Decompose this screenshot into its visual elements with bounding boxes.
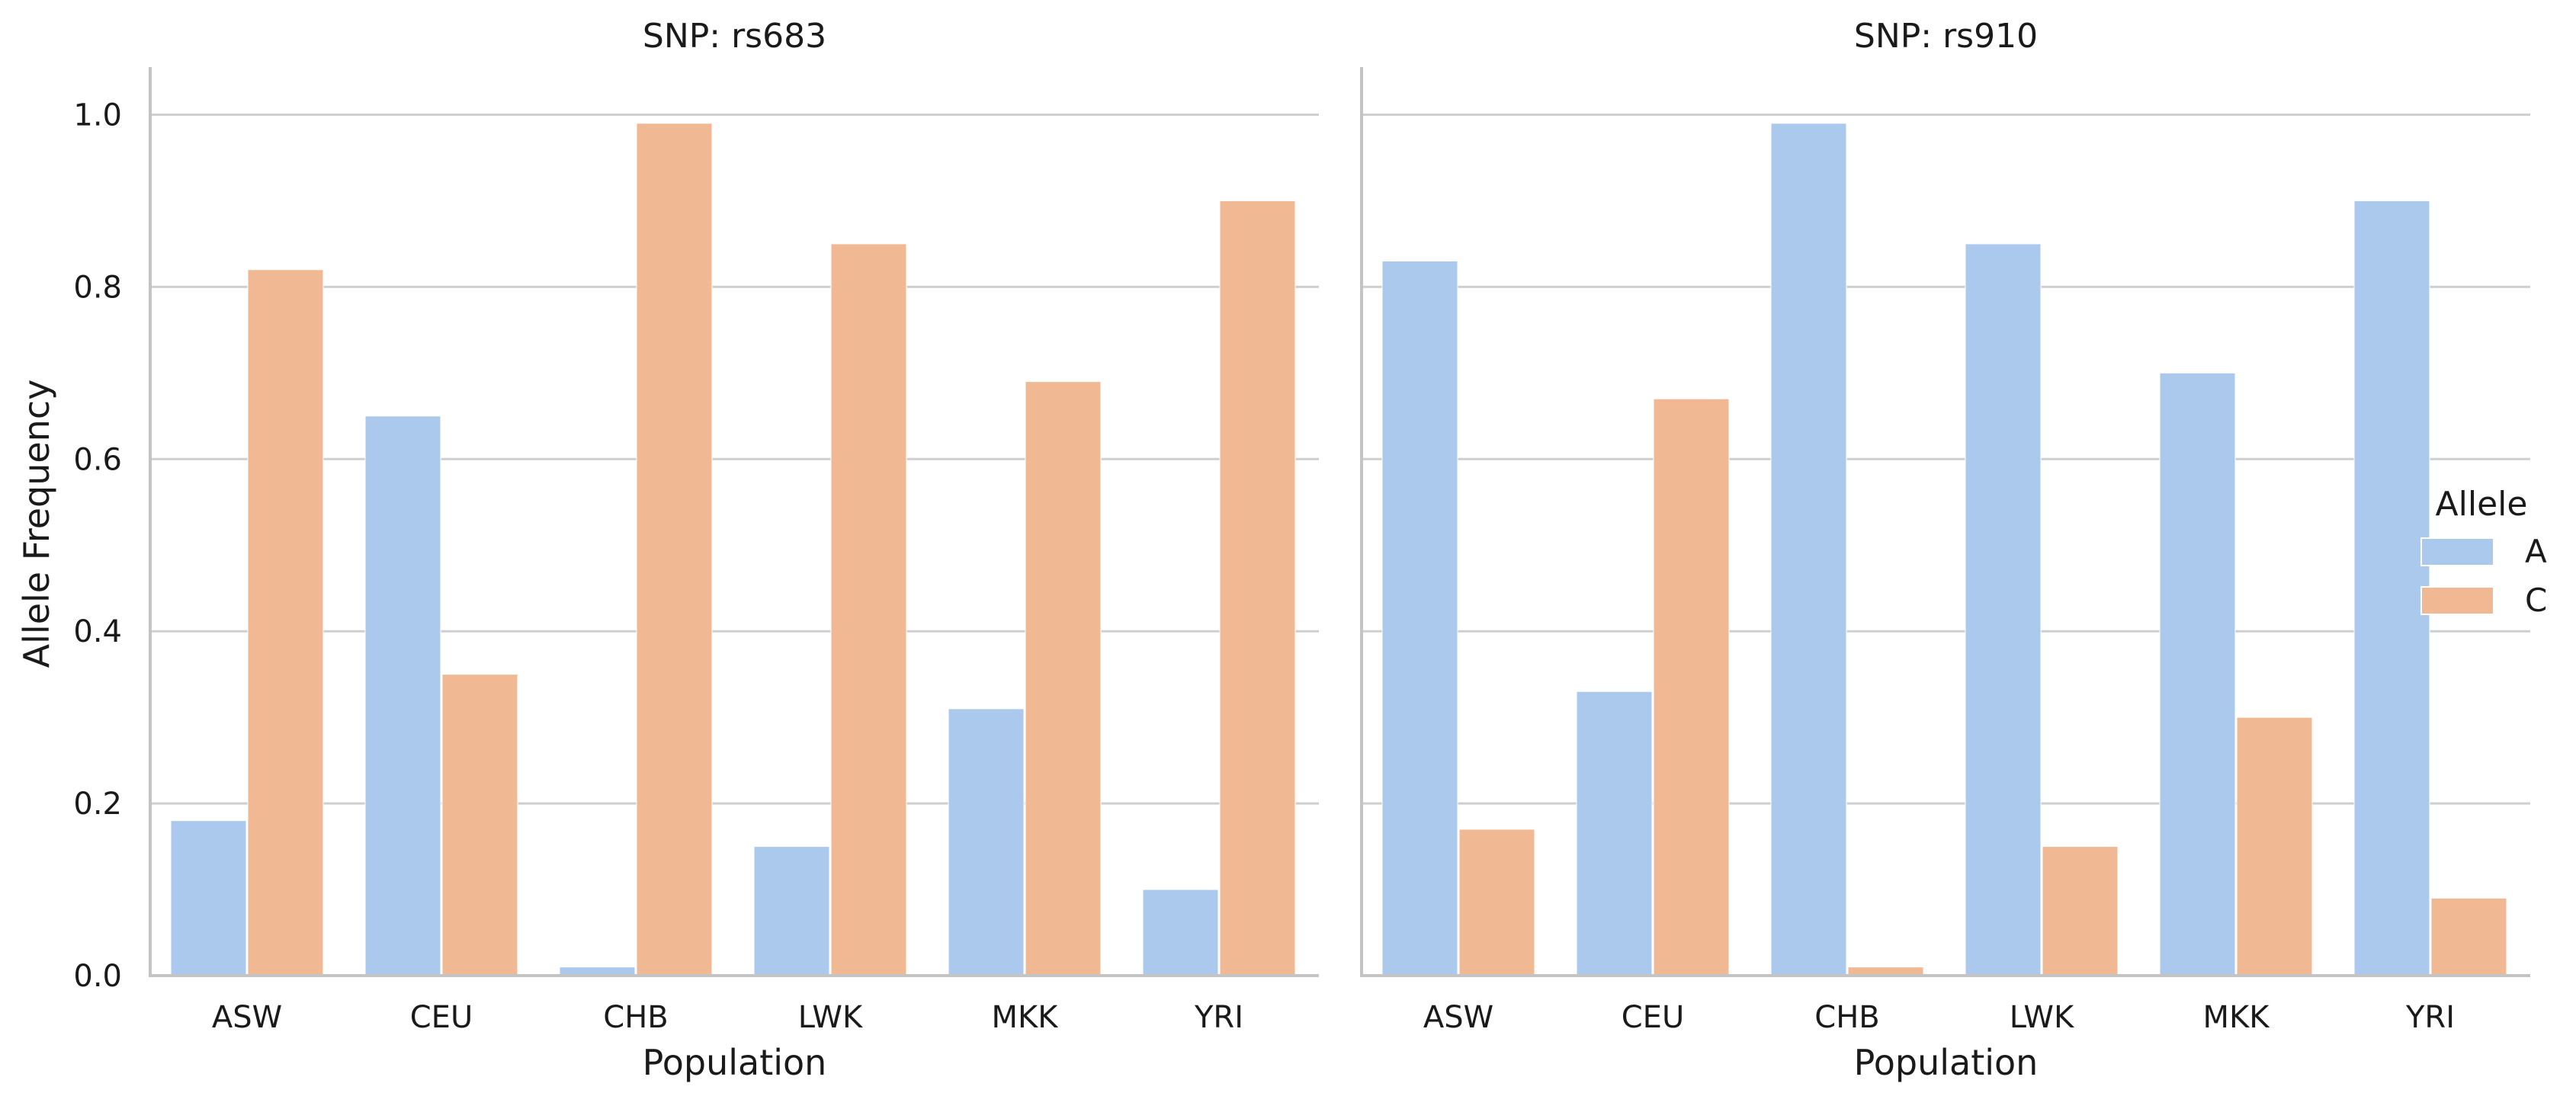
- legend-label-C: C: [2525, 582, 2547, 619]
- x-tick-label: YRI: [1194, 1000, 1243, 1035]
- bar-C-ASW: [247, 269, 324, 976]
- x-axis-label: Population: [1854, 1042, 2039, 1083]
- bar-A-ASW: [1381, 260, 1458, 976]
- x-tick-label: LWK: [798, 1000, 864, 1035]
- bar-C-YRI: [2430, 897, 2507, 976]
- bar-A-CEU: [1576, 691, 1653, 976]
- bar-C-LWK: [830, 243, 907, 976]
- legend: Allele AC: [2420, 485, 2547, 619]
- x-tick-label: ASW: [1423, 1000, 1493, 1035]
- x-tick-label: MKK: [992, 1000, 1060, 1035]
- bar-C-YRI: [1219, 200, 1296, 976]
- bar-C-MKK: [1025, 381, 1102, 976]
- x-tick-label: LWK: [2010, 1000, 2075, 1035]
- y-axis-label: Allele Frequency: [16, 380, 57, 668]
- bar-A-YRI: [1142, 889, 1219, 976]
- y-tick-label: 1.0: [73, 98, 122, 133]
- panel-title: SNP: rs910: [1854, 17, 2038, 56]
- y-tick-label: 0.4: [73, 614, 122, 649]
- bar-C-ASW: [1458, 829, 1535, 976]
- bar-A-LWK: [753, 846, 830, 976]
- bar-A-YRI: [2353, 200, 2430, 976]
- bar-C-MKK: [2236, 716, 2313, 976]
- bar-A-MKK: [2159, 372, 2236, 976]
- x-tick-label: CHB: [1814, 1000, 1879, 1035]
- legend-title: Allele: [2436, 485, 2528, 524]
- x-tick-label: ASW: [212, 1000, 282, 1035]
- x-tick-label: CEU: [1622, 1000, 1684, 1035]
- panel-rs683: ASW CEU CHB LWK MKK YRI 0.0 0.2 0.4 0.6 0.8 1.0 SNP:…: [16, 17, 1319, 1083]
- x-tick-label: CEU: [410, 1000, 473, 1035]
- bar-C-CEU: [1653, 398, 1730, 976]
- bar-A-CEU: [364, 415, 441, 976]
- bar-A-CHB: [1770, 123, 1847, 976]
- bar-C-LWK: [2042, 846, 2119, 976]
- legend-swatch-A: [2420, 537, 2494, 566]
- y-tick-label: 0.6: [73, 442, 122, 477]
- x-tick-label: MKK: [2203, 1000, 2271, 1035]
- y-tick-label: 0.0: [73, 959, 122, 994]
- x-tick-label: CHB: [603, 1000, 668, 1035]
- y-tick-label: 0.8: [73, 270, 122, 305]
- panel-rs910: ASW CEU CHB LWK MKK YRI SNP: rs910 Population: [1360, 17, 2530, 1083]
- x-tick-label: YRI: [2405, 1000, 2455, 1035]
- bar-A-LWK: [1965, 243, 2042, 976]
- legend-label-A: A: [2525, 533, 2547, 570]
- legend-swatch-C: [2420, 586, 2494, 615]
- bar-C-CEU: [441, 674, 518, 976]
- panel-title: SNP: rs683: [643, 17, 826, 56]
- bar-A-MKK: [948, 708, 1025, 976]
- bar-A-ASW: [170, 820, 247, 976]
- bar-C-CHB: [636, 123, 713, 976]
- x-axis-label: Population: [643, 1042, 827, 1083]
- y-tick-label: 0.2: [73, 787, 122, 822]
